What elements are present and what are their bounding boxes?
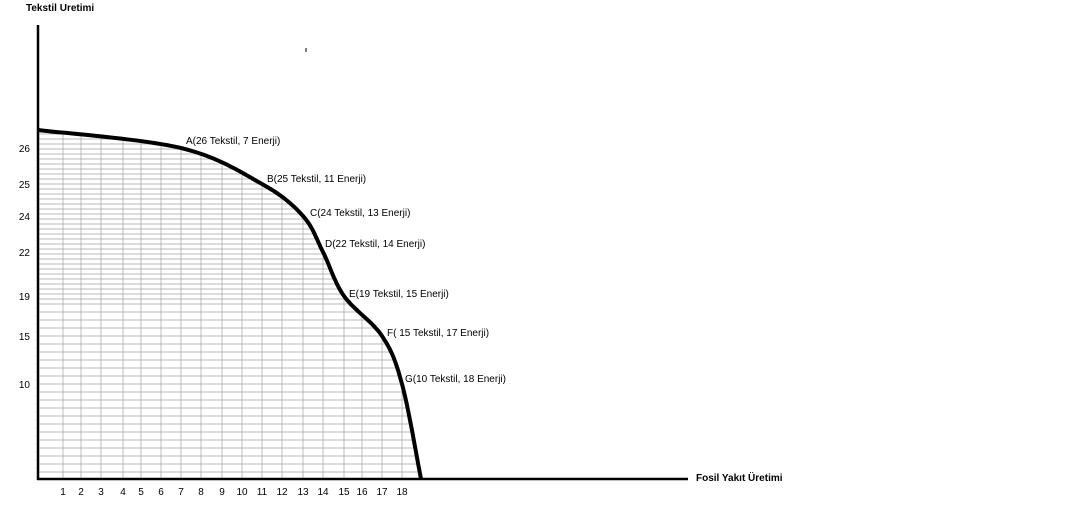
point-label: E(19 Tekstil, 15 Enerji) <box>349 289 449 300</box>
point-label: G(10 Tekstil, 18 Enerji) <box>405 374 506 385</box>
y-axis-title: Tekstil Uretimi <box>26 3 94 14</box>
x-tick-label: 13 <box>297 487 309 498</box>
x-tick-label: 6 <box>158 487 164 498</box>
y-tick-label: 22 <box>19 248 31 259</box>
point-label: F( 15 Tekstil, 17 Enerji) <box>387 328 489 339</box>
x-tick-label: 1 <box>60 487 66 498</box>
x-tick-label: 11 <box>257 487 268 498</box>
x-tick-label: 15 <box>338 487 350 498</box>
y-tick-label: 10 <box>19 380 31 391</box>
x-tick-label: 3 <box>98 487 104 498</box>
ppf-curve <box>37 128 423 480</box>
point-label: C(24 Tekstil, 13 Enerji) <box>310 208 410 219</box>
y-tick-label: 15 <box>19 332 31 343</box>
x-tick-label: 12 <box>276 487 288 498</box>
axes <box>36 25 688 481</box>
point-label: A(26 Tekstil, 7 Enerji) <box>186 136 280 147</box>
x-tick-label: 9 <box>219 487 225 498</box>
x-tick-label: 2 <box>78 487 84 498</box>
x-tick-label: 16 <box>356 487 368 498</box>
y-tick-label: 25 <box>19 180 31 191</box>
y-tick-label: 24 <box>19 212 31 223</box>
grid <box>38 132 420 479</box>
x-tick-labels: 1 2 3 4 5 6 7 8 9 10 11 12 13 14 15 16 17 18 <box>60 487 408 498</box>
x-tick-label: 4 <box>120 487 126 498</box>
x-tick-label: 5 <box>138 487 144 498</box>
curve-layer <box>37 128 423 480</box>
x-tick-label: 10 <box>236 487 248 498</box>
x-axis-title: Fosil Yakıt Üretimi <box>696 471 783 484</box>
x-tick-label: 18 <box>396 487 408 498</box>
x-tick-label: 8 <box>198 487 204 498</box>
point-label: B(25 Tekstil, 11 Enerji) <box>267 174 366 185</box>
point-label: D(22 Tekstil, 14 Enerji) <box>325 239 425 250</box>
x-tick-label: 14 <box>317 487 329 498</box>
point-labels: A(26 Tekstil, 7 Enerji) B(25 Tekstil, 11 … <box>186 136 506 385</box>
y-tick-label: 26 <box>19 144 31 155</box>
y-tick-labels: 26 25 24 22 19 15 10 <box>19 144 31 391</box>
x-tick-label: 17 <box>376 487 388 498</box>
x-tick-label: 7 <box>178 487 184 498</box>
y-tick-label: 19 <box>19 292 31 303</box>
